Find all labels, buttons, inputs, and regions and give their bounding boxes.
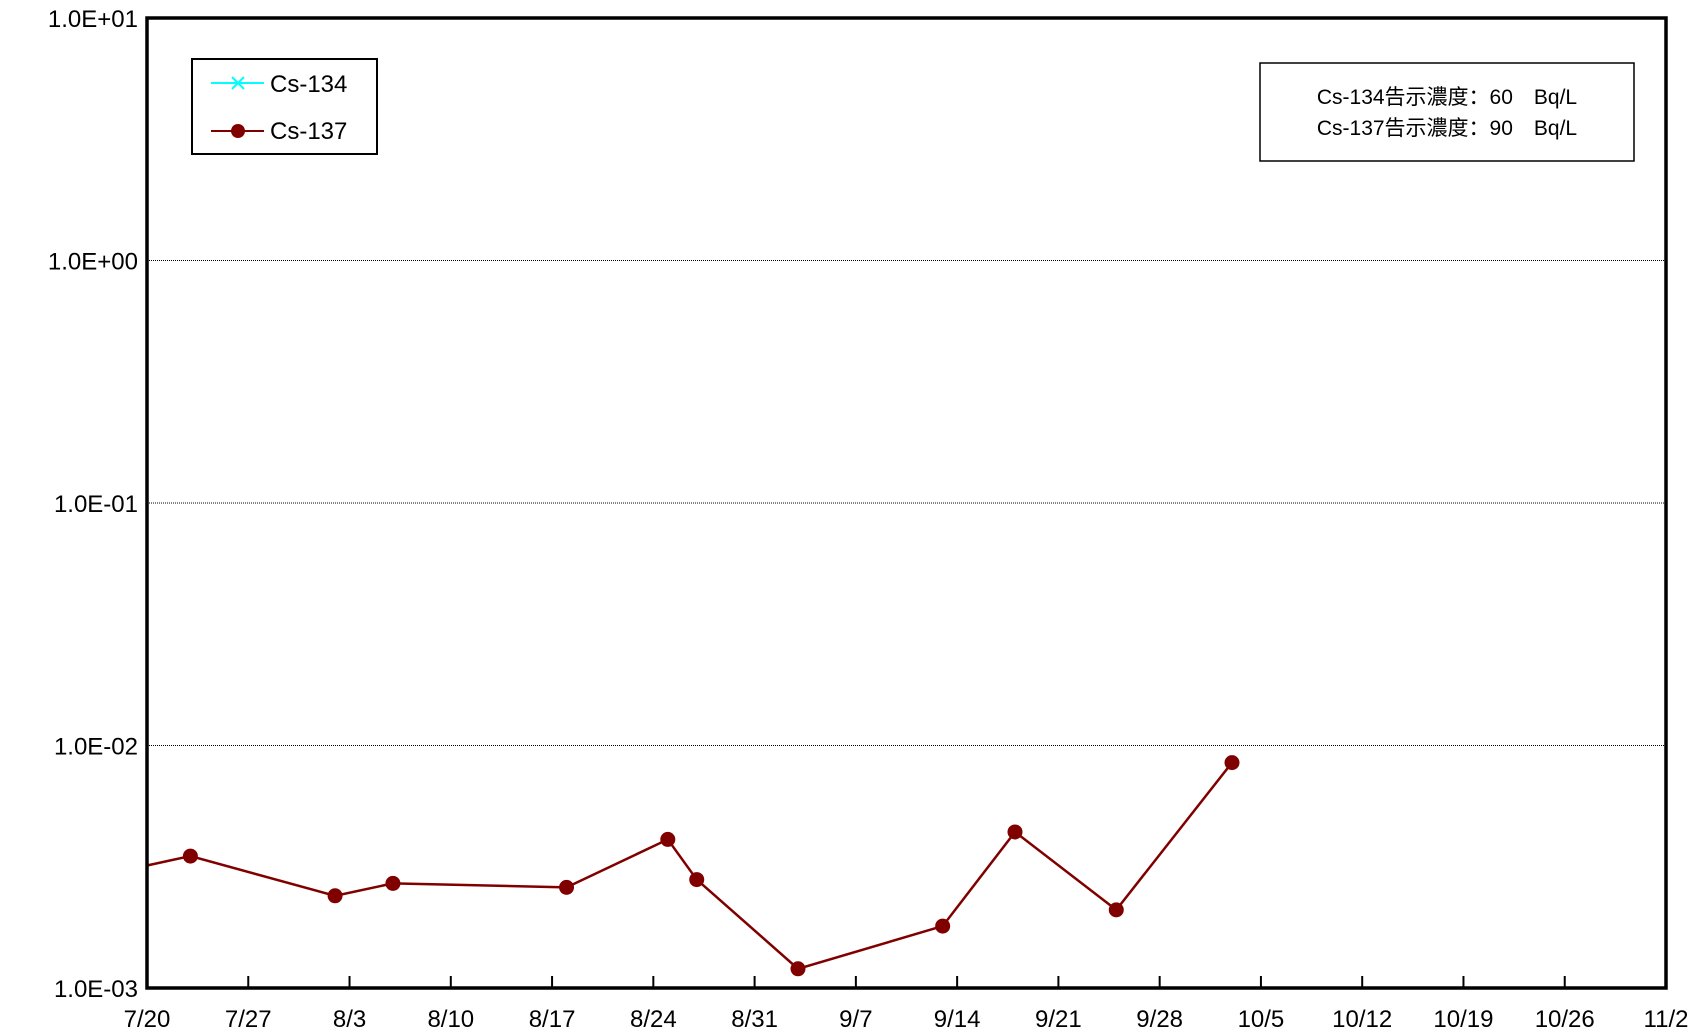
plot-area — [147, 18, 1666, 988]
annotation-line-cs134: Cs-134告示濃度：60 Bq/L — [1317, 86, 1577, 109]
y-tick-label: 1.0E-01 — [54, 491, 138, 518]
legend-label-cs134: Cs-134 — [270, 71, 347, 98]
legend: Cs-134 Cs-137 — [191, 58, 378, 155]
x-tick-label: 10/19 — [1433, 1006, 1493, 1033]
data-point — [1108, 902, 1124, 918]
y-tick-label: 1.0E-02 — [54, 734, 138, 761]
legend-x-marker-icon — [231, 76, 245, 90]
plot-frame — [145, 16, 1668, 990]
legend-item-cs134: Cs-134 — [211, 71, 347, 98]
y-tick-label: 1.0E-03 — [54, 976, 138, 1003]
x-axis-ticks: 7/20 7/27 8/3 8/10 8/17 8/24 8/31 9/7 9/14 9/21 9/… — [124, 976, 1689, 1033]
data-point — [1224, 755, 1240, 771]
x-tick-label: 8/17 — [529, 1006, 576, 1033]
x-tick-label: 10/26 — [1535, 1006, 1595, 1033]
annotation-line-cs137: Cs-137告示濃度：90 Bq/L — [1317, 117, 1577, 140]
data-point — [559, 879, 575, 895]
legend-circle-marker-icon — [231, 124, 245, 138]
x-tick-label: 8/24 — [630, 1006, 677, 1033]
y-axis-ticks: 1.0E-03 1.0E-02 1.0E-01 1.0E+00 1.0E+01 — [48, 6, 138, 1003]
x-tick-label: 8/31 — [731, 1006, 778, 1033]
x-tick-label: 10/12 — [1332, 1006, 1392, 1033]
data-point — [935, 918, 951, 934]
data-point — [660, 831, 676, 847]
data-point — [327, 888, 343, 904]
data-point — [790, 961, 806, 977]
annotation-box — [1259, 62, 1635, 162]
data-point — [689, 872, 705, 888]
y-tick-label: 1.0E+01 — [48, 6, 138, 33]
x-tick-label: 8/10 — [427, 1006, 474, 1033]
y-tick-label: 1.0E+00 — [48, 249, 138, 276]
x-tick-label: 9/14 — [934, 1006, 981, 1033]
legend-box — [191, 58, 378, 155]
series-line-cs-137 — [146, 761, 1233, 971]
series-layer — [146, 755, 1240, 977]
legend-label-cs137: Cs-137 — [270, 118, 347, 145]
x-tick-label: 7/27 — [225, 1006, 272, 1033]
x-tick-label: 8/3 — [333, 1006, 366, 1033]
x-tick-label: 7/20 — [124, 1006, 171, 1033]
data-point — [182, 848, 198, 864]
x-tick-label: 11/2 — [1644, 1006, 1689, 1033]
x-tick-label: 9/21 — [1035, 1006, 1082, 1033]
x-tick-label: 9/7 — [839, 1006, 872, 1033]
x-tick-label: 10/5 — [1238, 1006, 1285, 1033]
data-point — [1007, 824, 1023, 840]
x-tick-label: 9/28 — [1136, 1006, 1183, 1033]
data-point — [385, 875, 401, 891]
limit-annotation: Cs-134告示濃度：60 Bq/L Cs-137告示濃度：90 Bq/L — [1259, 62, 1635, 162]
legend-item-cs137: Cs-137 — [211, 118, 347, 145]
